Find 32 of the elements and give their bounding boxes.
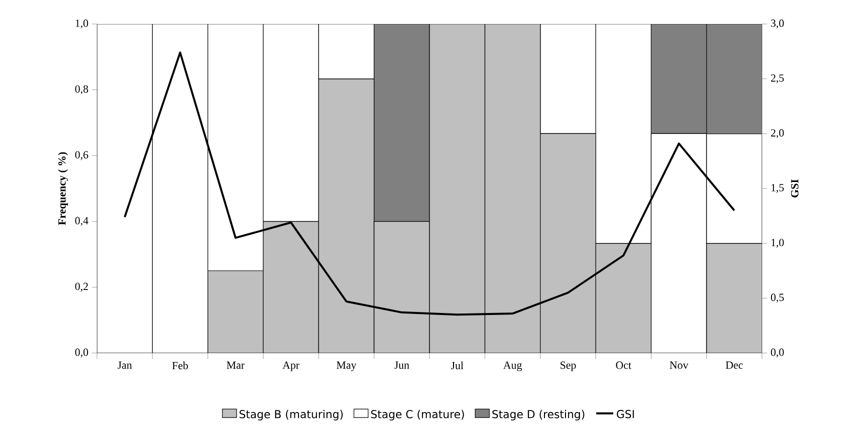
x-tick-label: Mar [226, 362, 245, 369]
y-tick-label: 0,8 [75, 85, 88, 94]
x-tick-label: Nov [670, 362, 688, 369]
y-tick-label: 0,4 [75, 216, 88, 226]
x-tick-label: Sep [560, 362, 576, 372]
y-tick-label: 1,0 [76, 20, 88, 28]
y2-tick-label: 1,5 [771, 184, 784, 193]
y-axis-title: Frequency ( %) [58, 152, 68, 226]
x-tick-label: Apr [282, 362, 300, 372]
x-tick-label: Aug [503, 362, 522, 372]
y-tick-label: 0,0 [75, 348, 88, 358]
x-tick-label: Oct [616, 362, 632, 369]
x-tick-label: Jan [118, 362, 132, 369]
y2-tick-label: 0,0 [770, 348, 784, 358]
x-tick-label: Jun [394, 362, 410, 369]
y2-tick-label: 3,0 [771, 20, 784, 28]
legend-label: Stage B (maturing) [240, 410, 343, 420]
x-tick-label: Feb [172, 362, 188, 370]
bar [374, 24, 430, 222]
y2-tick-label: 2,5 [771, 74, 784, 84]
y-tick-label: 0,6 [75, 151, 88, 160]
y2-axis-title: GSI [791, 179, 798, 198]
x-tick-label: May [336, 362, 356, 372]
y2-tick-label: 2,0 [771, 129, 784, 138]
x-tick-label: Dec [726, 362, 743, 369]
y2-tick-label: 1,0 [771, 238, 784, 248]
x-tick-label: Jul [451, 362, 464, 370]
legend-label: Stage C (mature) [371, 410, 464, 420]
y-tick-label: 0,2 [75, 282, 88, 292]
y2-tick-label: 0,5 [770, 294, 784, 303]
legend-label: Stage D (resting) [492, 410, 584, 420]
legend-label: GSI [616, 410, 634, 418]
